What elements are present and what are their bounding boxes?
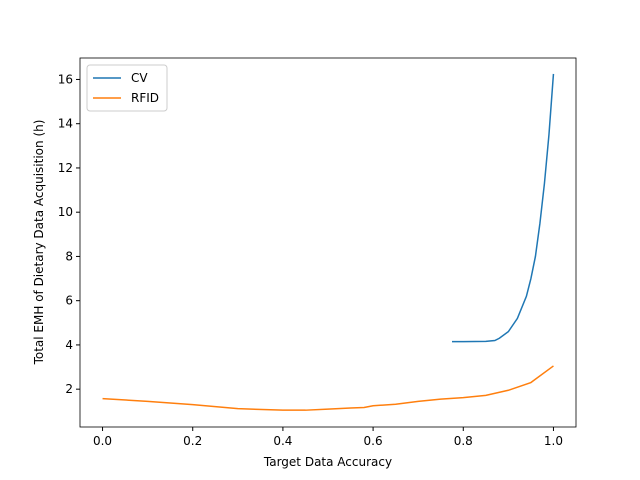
legend-box bbox=[86, 64, 168, 112]
y-tick-label: 8 bbox=[65, 249, 73, 263]
x-tick-label: 0.6 bbox=[364, 434, 383, 448]
legend-label: RFID bbox=[131, 91, 159, 105]
y-tick-label: 10 bbox=[58, 205, 73, 219]
x-tick-label: 0.0 bbox=[93, 434, 112, 448]
x-axis-label: Target Data Accuracy bbox=[263, 455, 392, 469]
y-tick-label: 14 bbox=[58, 117, 73, 131]
y-tick-label: 4 bbox=[65, 338, 73, 352]
line bbox=[452, 73, 555, 343]
x-tick-label: 0.8 bbox=[454, 434, 473, 448]
x-tick-label: 1.0 bbox=[544, 434, 563, 448]
x-tick-label: 0.2 bbox=[183, 434, 202, 448]
y-tick-label: 6 bbox=[65, 294, 73, 308]
line bbox=[102, 365, 554, 411]
legend-label: CV bbox=[131, 71, 148, 85]
x-tick-label: 0.4 bbox=[273, 434, 292, 448]
y-tick-label: 12 bbox=[58, 161, 73, 175]
y-tick-label: 2 bbox=[65, 382, 73, 396]
y-axis-label: Total EMH of Dietary Data Acquisition (h… bbox=[32, 120, 46, 366]
axes-frame bbox=[79, 57, 577, 428]
y-tick-label: 16 bbox=[58, 72, 73, 86]
